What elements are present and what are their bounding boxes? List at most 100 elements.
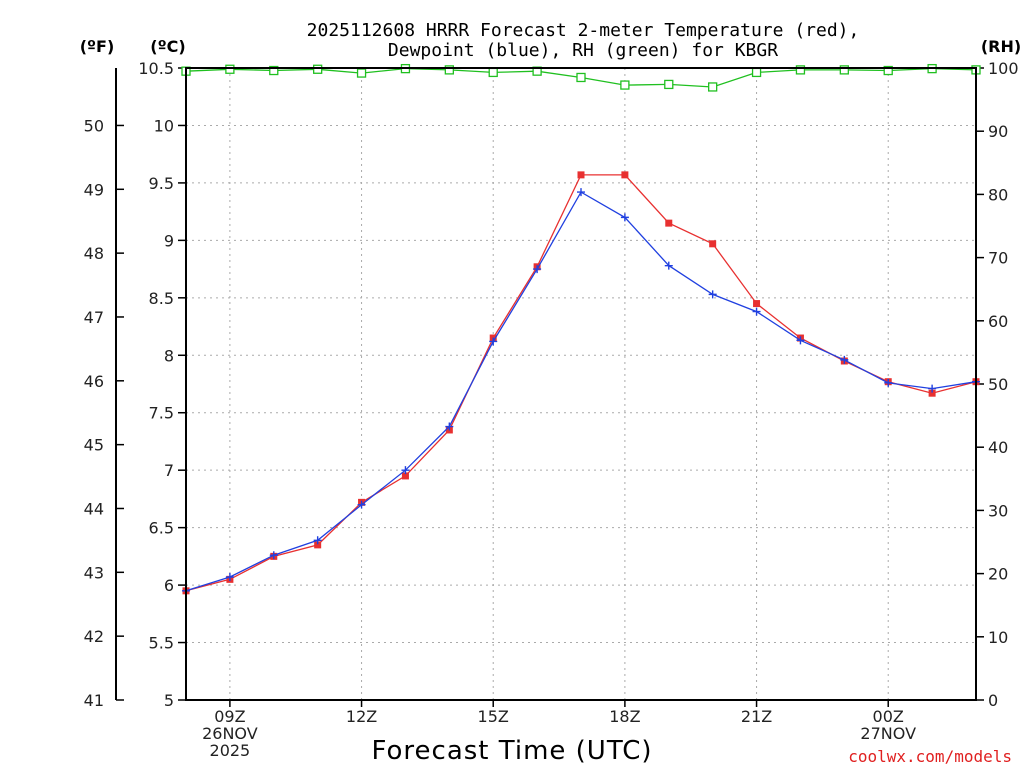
dewpoint-point (796, 336, 805, 345)
rh-axis: 0 10 20 30 40 50 60 70 80 90 100 (976, 59, 1019, 710)
temperature-point (314, 541, 322, 549)
rh-point (356, 68, 367, 78)
dewpoint-point (752, 307, 761, 316)
dewpoint-point (269, 551, 278, 560)
rh-point (664, 79, 674, 90)
dewpoint-point (884, 378, 893, 387)
rh-tick-label: 70 (988, 249, 1008, 268)
fahrenheit-tick-label: 48 (84, 244, 104, 263)
celsius-tick-label: 9 (164, 231, 174, 250)
fahrenheit-tick-label: 49 (84, 180, 104, 199)
chart-title: 2025112608 HRRR Forecast 2-meter Tempera… (307, 20, 860, 61)
time-tick-label: 21Z (741, 707, 772, 726)
time-tick-label: 00Z (873, 707, 904, 726)
fahrenheit-tick-label: 41 (84, 691, 104, 710)
fahrenheit-tick-label: 45 (84, 436, 104, 455)
dewpoint-point (928, 384, 937, 393)
celsius-axis: 5 5.5 6 6.5 7 7.5 8 8.5 9 9.5 10 10.5 (138, 59, 186, 710)
rh-point (751, 67, 762, 78)
celsius-unit-label: (ºC) (150, 37, 185, 56)
celsius-tick-label: 10.5 (138, 59, 174, 78)
fahrenheit-tick-label: 47 (84, 308, 104, 327)
series-dewpoint (182, 188, 980, 595)
fahrenheit-unit-label: (ºF) (80, 37, 115, 56)
celsius-tick-label: 5 (164, 691, 174, 710)
rh-point (708, 82, 718, 92)
dewpoint-point (225, 573, 234, 582)
temperature-point (577, 171, 585, 179)
rh-point (225, 64, 235, 74)
rh-point (444, 65, 454, 75)
rh-point (313, 64, 323, 74)
temperature-point (928, 389, 936, 397)
rh-tick-label: 80 (988, 185, 1008, 204)
series-layer (181, 63, 981, 595)
time-tick-label: 09Z (214, 707, 245, 726)
celsius-tick-label: 8 (164, 346, 174, 365)
rh-point (839, 65, 849, 75)
celsius-tick-label: 8.5 (149, 289, 174, 308)
dewpoint-point (708, 290, 717, 299)
rh-tick-label: 60 (988, 312, 1008, 331)
celsius-tick-label: 7.5 (149, 404, 174, 423)
series-rh (181, 63, 981, 92)
celsius-tick-label: 5.5 (149, 634, 174, 653)
dewpoint-line (185, 191, 977, 592)
fahrenheit-tick-label: 43 (84, 563, 104, 582)
celsius-tick-label: 6 (164, 576, 174, 595)
dewpoint-point (357, 500, 366, 509)
temperature-point (665, 219, 673, 227)
temperature-line (185, 174, 977, 592)
credit-text: coolwx.com/models (848, 747, 1012, 766)
rh-tick-label: 30 (988, 501, 1008, 520)
rh-tick-label: 40 (988, 438, 1008, 457)
rh-tick-label: 10 (988, 628, 1008, 647)
temperature-point (401, 472, 409, 480)
temperature-point (709, 240, 717, 248)
time-tick-label: 27NOV (860, 724, 916, 743)
rh-tick-label: 50 (988, 375, 1008, 394)
dewpoint-point (401, 466, 410, 475)
celsius-tick-label: 9.5 (149, 174, 174, 193)
fahrenheit-tick-label: 44 (84, 499, 104, 518)
celsius-tick-label: 7 (164, 461, 174, 480)
title-line-2: Dewpoint (blue), RH (green) for KBGR (388, 40, 778, 61)
rh-point (795, 65, 806, 75)
temperature-point (753, 300, 761, 308)
rh-point (620, 80, 630, 90)
fahrenheit-tick-label: 46 (84, 372, 104, 391)
dewpoint-point (664, 261, 673, 270)
time-tick-label: 12Z (346, 707, 377, 726)
dewpoint-point (489, 337, 498, 346)
time-tick-label: 15Z (478, 707, 509, 726)
temperature-point (621, 171, 629, 179)
gridlines (186, 68, 976, 700)
series-temperature (182, 171, 980, 595)
fahrenheit-tick-label: 42 (84, 627, 104, 646)
rh-point (576, 72, 586, 83)
time-tick-label: 2025 (210, 741, 251, 760)
title-line-1: 2025112608 HRRR Forecast 2-meter Tempera… (307, 20, 860, 41)
rh-tick-label: 90 (988, 122, 1008, 141)
celsius-tick-label: 10 (154, 116, 174, 135)
dewpoint-point (840, 355, 849, 364)
rh-point (883, 65, 893, 76)
dewpoint-point (313, 536, 322, 545)
rh-unit-label: (RH) (981, 37, 1021, 56)
rh-point (488, 67, 498, 78)
dewpoint-point (577, 188, 585, 197)
time-tick-label: 26NOV (202, 724, 258, 743)
time-tick-label: 18Z (609, 707, 640, 726)
fahrenheit-tick-label: 50 (84, 116, 104, 135)
dewpoint-point (620, 213, 629, 222)
rh-tick-label: 20 (988, 565, 1008, 584)
dewpoint-point (445, 422, 454, 431)
dewpoint-point (533, 265, 542, 274)
fahrenheit-axis: 41 42 43 44 45 46 47 48 49 50 (84, 68, 124, 710)
rh-tick-label: 0 (988, 691, 998, 710)
celsius-tick-label: 6.5 (149, 519, 174, 538)
rh-point (269, 65, 279, 76)
x-axis-label: Forecast Time (UTC) (371, 736, 652, 766)
